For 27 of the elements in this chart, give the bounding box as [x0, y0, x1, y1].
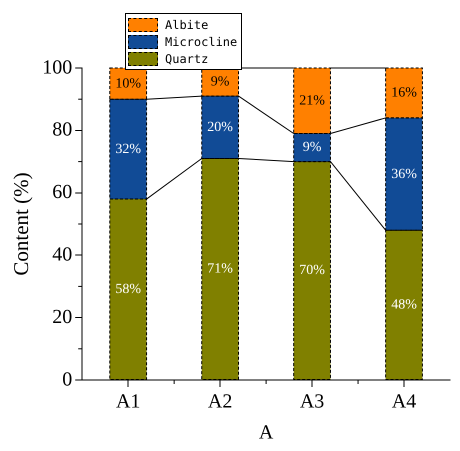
data-label: 16% [391, 86, 418, 101]
legend-label: Quartz [165, 52, 208, 66]
data-label: 9% [210, 74, 230, 90]
data-label: 70% [299, 263, 326, 278]
data-label: 20% [207, 120, 234, 135]
y-tick-label: 80 [52, 118, 72, 141]
x-tick-label: A2 [208, 390, 232, 412]
x-axis-title: A [258, 421, 274, 444]
data-label: 71% [207, 262, 234, 277]
y-tick-label: 100 [42, 56, 72, 78]
data-label: 32% [115, 142, 142, 157]
data-label: 36% [391, 166, 418, 182]
data-label: 9% [302, 140, 322, 156]
data-label: 10% [115, 76, 142, 92]
y-tick-label: 40 [52, 243, 72, 266]
y-axis-title: Content (%) [9, 172, 34, 276]
x-tick-label: A3 [300, 390, 324, 412]
data-label: 58% [115, 282, 142, 297]
y-tick-label: 0 [62, 368, 72, 390]
data-label: 21% [299, 93, 326, 108]
legend-label: Microcline [165, 34, 238, 48]
data-label: 48% [391, 298, 418, 313]
y-tick-label: 20 [52, 306, 72, 328]
legend-label: Albite [165, 18, 208, 32]
x-tick-label: A1 [116, 390, 140, 412]
y-tick-label: 60 [52, 181, 72, 204]
x-tick-label: A4 [392, 390, 416, 412]
